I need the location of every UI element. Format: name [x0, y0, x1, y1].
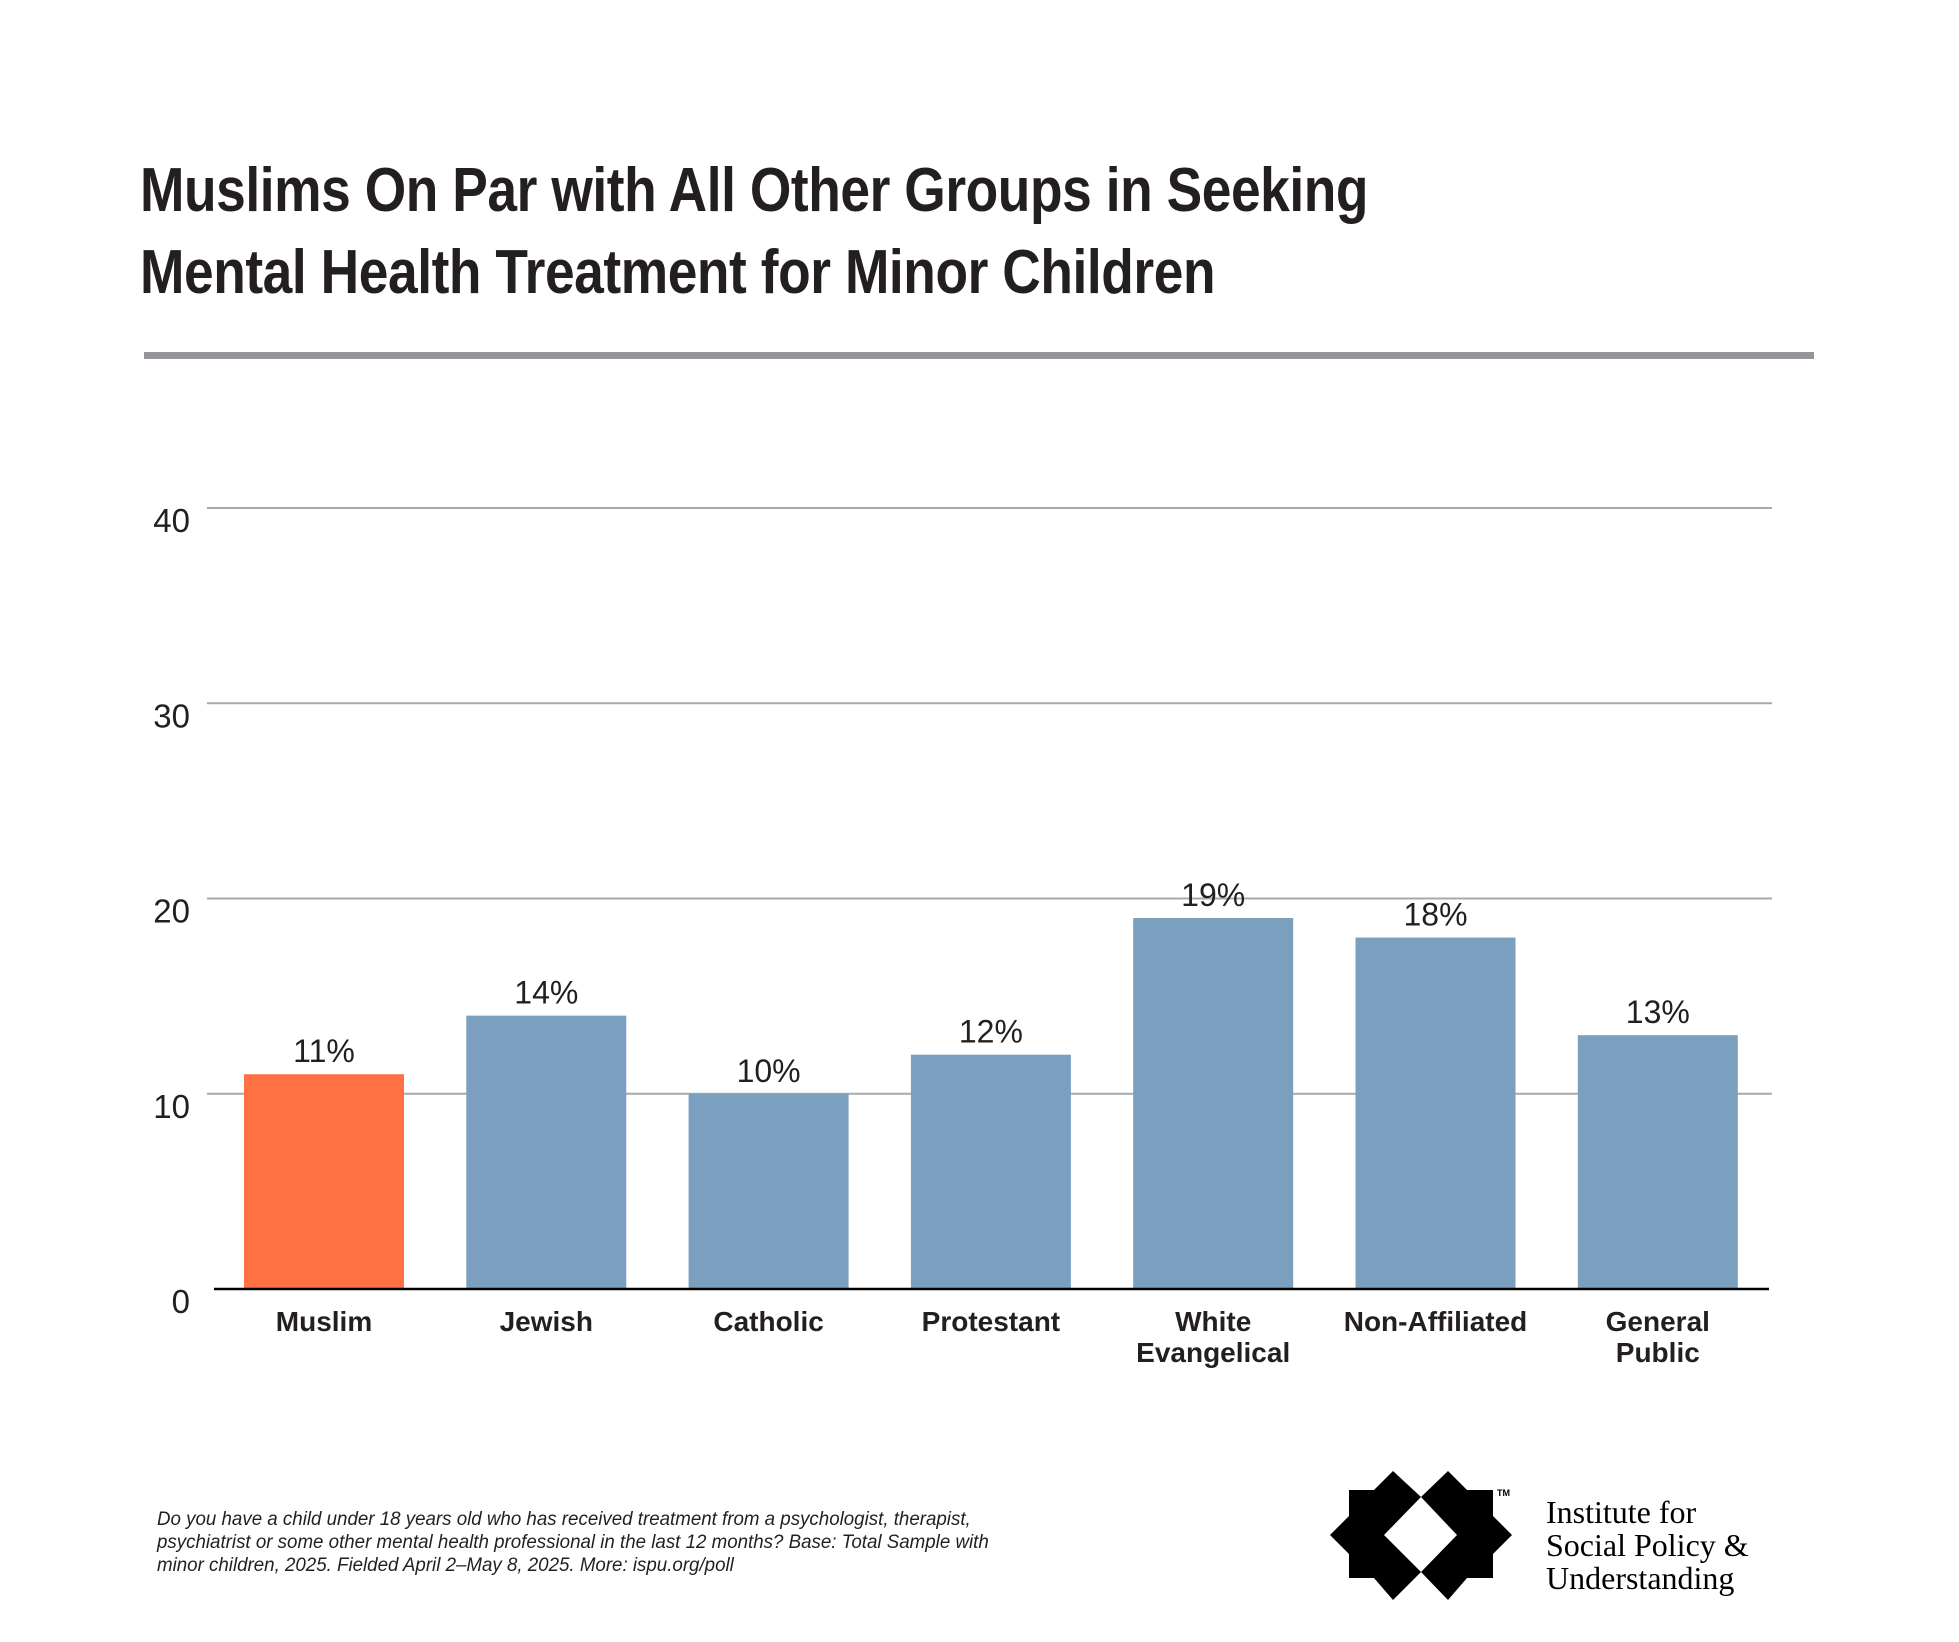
footnote-line-3: minor children, 2025. Fielded April 2–Ma… [157, 1554, 734, 1576]
title-divider [144, 352, 1814, 359]
y-tick-label-40: 40 [153, 502, 190, 539]
trademark-symbol: TM [1497, 1488, 1510, 1498]
y-tick-label-30: 30 [153, 697, 190, 734]
x-axis-label-jewish: Jewish [500, 1306, 593, 1337]
value-label-catholic: 10% [737, 1053, 801, 1089]
value-label-white-evangelical: 19% [1181, 877, 1245, 913]
x-axis-label-protestant: Protestant [922, 1306, 1060, 1337]
value-labels: 11% 14% 10% 12% 19% 18% 13% [293, 877, 1690, 1089]
bar-general-public [1577, 1035, 1738, 1289]
chart-title: Muslims On Par with All Other Groups in … [140, 150, 1602, 314]
x-axis-label-white-evangelical-line-2: Evangelical [1136, 1337, 1290, 1368]
bar-jewish [466, 1015, 627, 1289]
x-axis-labels: Muslim Jewish Catholic Protestant WhiteEvang… [276, 1306, 1710, 1368]
organization-name-line-3: Understanding [1546, 1560, 1735, 1596]
x-axis-label-muslim: Muslim [276, 1306, 372, 1337]
value-label-muslim: 11% [293, 1033, 355, 1069]
x-axis-label-catholic: Catholic [713, 1306, 823, 1337]
bar-non-affiliated [1355, 937, 1516, 1289]
ispu-star-logo-icon [1330, 1471, 1512, 1600]
chart-title-line-2: Mental Health Treatment for Minor Childr… [140, 238, 1216, 307]
organization-name: Institute for Social Policy & Understand… [1546, 1496, 1749, 1595]
footnote: Do you have a child under 18 years old w… [157, 1508, 1232, 1577]
y-axis-ticks: 0 10 20 30 40 [153, 502, 190, 1320]
x-axis-label-non-affiliated: Non-Affiliated [1344, 1306, 1528, 1337]
value-label-non-affiliated: 18% [1403, 897, 1467, 933]
gridlines [207, 507, 1772, 1095]
bar-muslim [244, 1074, 404, 1289]
chart-title-line-1: Muslims On Par with All Other Groups in … [140, 156, 1369, 225]
organization-name-line-2: Social Policy & [1546, 1527, 1749, 1563]
value-label-protestant: 12% [959, 1014, 1023, 1050]
y-tick-label-10: 10 [153, 1088, 190, 1125]
value-label-general-public: 13% [1626, 994, 1690, 1030]
y-tick-label-0: 0 [172, 1283, 190, 1320]
bar-catholic [688, 1093, 849, 1289]
x-axis-label-general-public-line-1: General [1606, 1306, 1710, 1337]
x-axis-label-general-public-line-2: Public [1616, 1337, 1700, 1368]
value-label-jewish: 14% [514, 975, 578, 1011]
bar-protestant [910, 1054, 1071, 1289]
bars [244, 918, 1738, 1289]
organization-name-line-1: Institute for [1546, 1494, 1697, 1530]
x-axis-label-white-evangelical-line-1: White [1175, 1306, 1251, 1337]
bar-white-evangelical [1133, 918, 1294, 1289]
footnote-line-2: psychiatrist or some other mental health… [157, 1531, 989, 1553]
footnote-line-1: Do you have a child under 18 years old w… [157, 1508, 971, 1530]
y-tick-label-20: 20 [153, 893, 190, 930]
